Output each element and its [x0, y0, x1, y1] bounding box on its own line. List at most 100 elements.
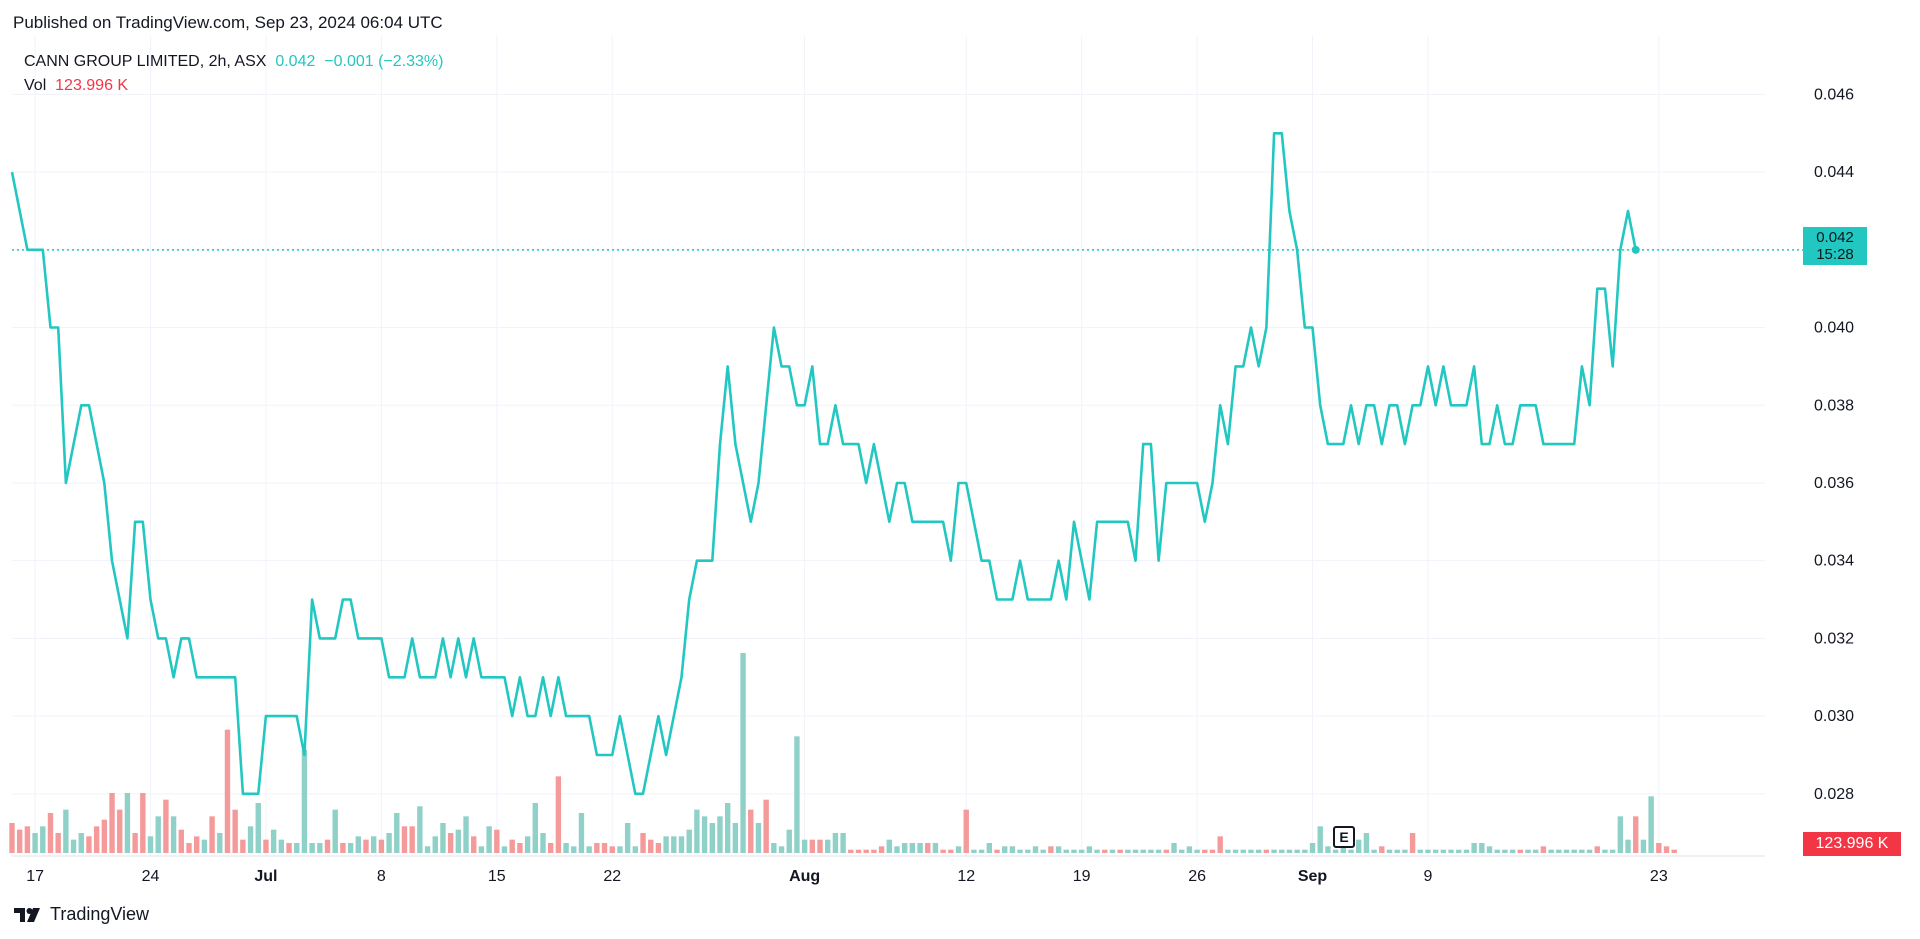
- volume-bar: [232, 809, 238, 853]
- volume-bar: [1379, 846, 1385, 853]
- volume-bar: [1009, 846, 1016, 853]
- volume-bar: [294, 843, 300, 853]
- volume-bar: [1317, 826, 1323, 853]
- x-tick-label: 22: [603, 868, 621, 885]
- volume-bar: [917, 843, 923, 853]
- volume-bar: [1225, 849, 1231, 853]
- volume-bar: [1548, 849, 1554, 853]
- volume-bar: [124, 793, 131, 853]
- volume-bar: [286, 843, 292, 853]
- volume-bar: [1394, 849, 1400, 853]
- volume-bar: [278, 839, 285, 853]
- volume-bar: [1609, 849, 1616, 853]
- volume-bar: [355, 836, 361, 853]
- bar-countdown: 15:28: [1816, 246, 1854, 263]
- volume-bar: [778, 846, 785, 853]
- volume-bar: [1255, 849, 1262, 853]
- volume-bar: [1140, 849, 1146, 853]
- volume-bar: [1279, 849, 1285, 853]
- tradingview-logo[interactable]: TradingView: [14, 904, 149, 925]
- legend-symbol: CANN GROUP LIMITED, 2h, ASX: [24, 53, 267, 70]
- x-axis: 17 24 Jul 8 15 22 Aug 12 19 26 Sep 9 23: [26, 868, 1668, 885]
- volume-bar: [240, 839, 246, 853]
- volume-bar: [209, 816, 215, 853]
- volume-bar: [24, 826, 31, 853]
- legend-symbol-row: CANN GROUP LIMITED, 2h, ASX 0.042 −0.001…: [24, 50, 443, 74]
- volume-bar: [1286, 849, 1293, 853]
- current-price-value: 0.042: [1816, 229, 1854, 246]
- volume-bar: [463, 816, 469, 853]
- volume-bar: [1502, 849, 1508, 853]
- volume-bar: [1179, 849, 1185, 853]
- volume-bar: [740, 653, 746, 853]
- volume-bar: [578, 813, 585, 853]
- volume-bar: [786, 829, 792, 853]
- x-tick-label: 15: [488, 868, 506, 885]
- volume-bar: [748, 809, 754, 853]
- volume-bar: [40, 826, 46, 853]
- last-price-dot: [1631, 245, 1640, 254]
- volume-bar: [155, 816, 161, 853]
- volume-bar: [563, 843, 569, 853]
- volume-bar: [78, 833, 84, 853]
- y-tick-label: 0.032: [1814, 630, 1854, 647]
- volume-bar: [948, 849, 954, 853]
- volume-bar: [224, 729, 231, 853]
- volume-bar: [1209, 849, 1216, 853]
- x-tick-label: Jul: [254, 868, 277, 885]
- volume-bar: [1602, 849, 1608, 853]
- volume-bar: [547, 843, 554, 853]
- brand-name: TradingView: [50, 904, 150, 924]
- y-tick-label: 0.038: [1814, 397, 1854, 414]
- volume-bar: [1494, 849, 1500, 853]
- volume-bar: [971, 849, 977, 853]
- volume-bar: [86, 836, 92, 853]
- x-tick-label: 26: [1188, 868, 1206, 885]
- volume-bar: [925, 843, 931, 853]
- volume-bar: [9, 823, 15, 853]
- current-volume-badge: 123.996 K: [1803, 832, 1901, 856]
- x-tick-label: Sep: [1298, 868, 1328, 885]
- volume-bar: [1032, 846, 1039, 853]
- volume-bar: [932, 843, 939, 853]
- volume-bar: [709, 823, 715, 853]
- tradingview-logo-icon: [14, 907, 40, 922]
- volume-bar: [1656, 843, 1662, 853]
- y-axis: 0.046 0.044 0.042 0.040 0.038 0.036 0.034 0.032…: [1814, 86, 1854, 802]
- volume-bar: [701, 816, 708, 853]
- volume-bar: [1025, 849, 1031, 853]
- volume-bar: [1563, 849, 1570, 853]
- volume-bar: [270, 829, 277, 853]
- volume-bar: [247, 826, 254, 853]
- volume-bar: [571, 846, 577, 853]
- volume-bar: [1625, 839, 1631, 853]
- volume-bar: [1633, 816, 1639, 853]
- volume-bar: [663, 836, 669, 853]
- volume-bar: [63, 809, 69, 853]
- volume-bar: [1017, 849, 1023, 853]
- volume-bar: [32, 833, 38, 853]
- price-series-line: [10, 132, 1637, 796]
- current-price-badge: 0.042 15:28: [1803, 227, 1867, 265]
- volume-bar: [763, 799, 769, 853]
- volume-bar: [363, 839, 369, 853]
- volume-bar: [1048, 846, 1054, 853]
- volume-bar: [655, 843, 662, 853]
- volume-bar: [963, 809, 969, 853]
- y-tick-label: 0.036: [1814, 475, 1854, 492]
- volume-bar: [894, 846, 900, 853]
- volume-bar: [986, 843, 993, 853]
- volume-bar: [409, 826, 415, 853]
- x-tick-label: 9: [1424, 868, 1433, 885]
- x-tick-label: 19: [1073, 868, 1091, 885]
- x-tick-label: 8: [377, 868, 386, 885]
- x-tick-label: Aug: [789, 868, 820, 885]
- earnings-marker[interactable]: E: [1333, 826, 1355, 848]
- volume-bar: [147, 836, 154, 853]
- volume-bar: [863, 849, 869, 853]
- volume-bar: [1202, 849, 1208, 853]
- volume-bar: [1148, 849, 1154, 853]
- volume-bar: [1171, 843, 1177, 853]
- volume-bar: [471, 836, 477, 853]
